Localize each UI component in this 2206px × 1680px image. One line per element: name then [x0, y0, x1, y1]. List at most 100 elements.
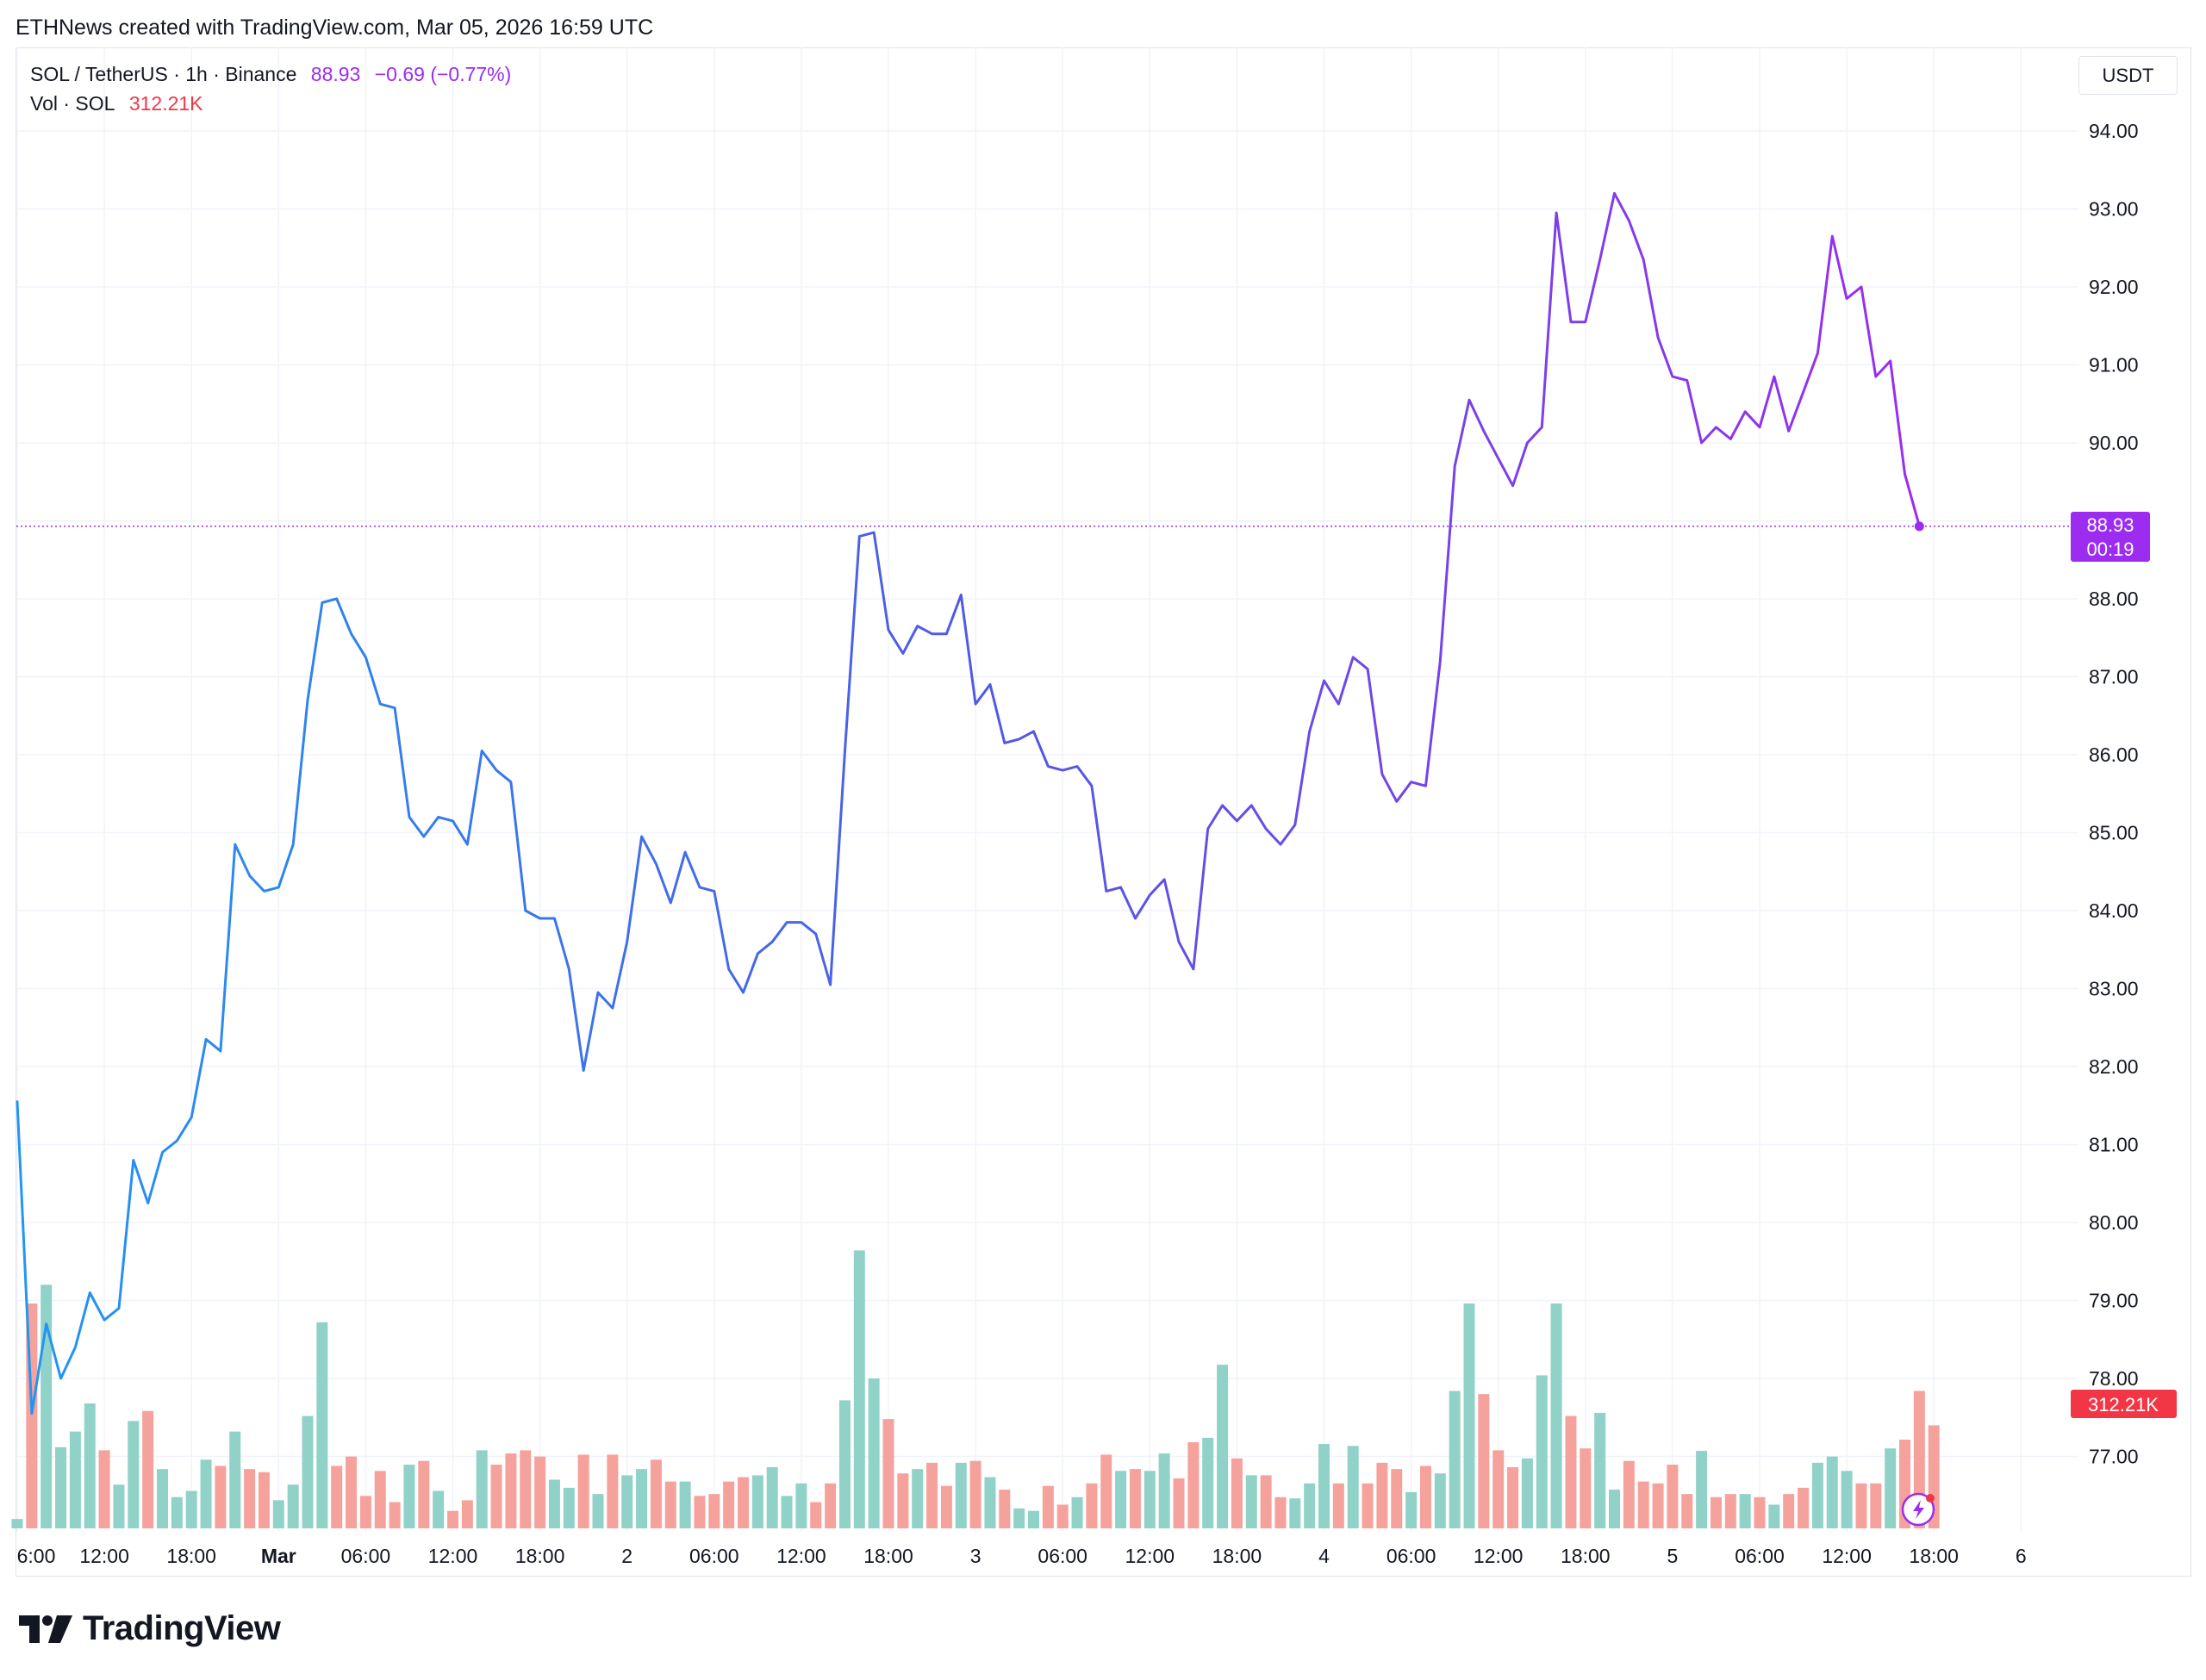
- volume-bar: [1056, 1504, 1069, 1528]
- price-line: [16, 191, 1921, 1416]
- volume-bar: [664, 1481, 676, 1528]
- lightning-icon[interactable]: [1901, 1492, 1935, 1527]
- volume-bar: [316, 1322, 328, 1528]
- volume-bar: [1681, 1494, 1693, 1528]
- currency-button[interactable]: USDT: [2078, 56, 2178, 95]
- y-tick-label: 93.00: [2089, 198, 2139, 221]
- volume-bar: [1144, 1471, 1156, 1528]
- y-tick-label: 84.00: [2089, 899, 2139, 922]
- volume-bar: [157, 1469, 168, 1528]
- volume-bar: [11, 1519, 23, 1528]
- volume-bar: [795, 1483, 807, 1528]
- volume-bar: [374, 1471, 386, 1528]
- volume-bar: [84, 1403, 96, 1528]
- volume-bar: [548, 1479, 560, 1528]
- legend-symbol-row: SOL / TetherUS · 1h · Binance 88.93 −0.6…: [30, 63, 520, 86]
- volume-bar: [534, 1456, 546, 1528]
- volume-bar: [1565, 1416, 1577, 1528]
- volume-bar: [1696, 1451, 1708, 1528]
- volume-bar: [825, 1483, 837, 1528]
- x-tick-label: 12:00: [428, 1545, 478, 1567]
- y-tick-label: 77.00: [2089, 1446, 2139, 1468]
- volume-bar: [1187, 1441, 1200, 1528]
- volume-bar: [1419, 1465, 1431, 1528]
- volume-bar: [1783, 1494, 1795, 1528]
- volume-bar: [1667, 1465, 1679, 1528]
- volume-bar: [1158, 1453, 1170, 1528]
- legend-symbol[interactable]: SOL / TetherUS · 1h · Binance: [30, 63, 297, 85]
- y-tick-label: 94.00: [2089, 120, 2139, 142]
- volume-bar: [1885, 1448, 1897, 1528]
- x-tick-label: 5: [1667, 1545, 1679, 1567]
- volume-bar: [1724, 1494, 1736, 1528]
- volume-bar: [447, 1510, 458, 1528]
- legend-last-price: 88.93: [310, 63, 361, 85]
- volume-bar: [1536, 1375, 1548, 1528]
- volume-bar: [1870, 1483, 1882, 1528]
- volume-bar: [244, 1469, 256, 1528]
- x-tick-label: 06:00: [1038, 1545, 1087, 1567]
- volume-bar: [1580, 1448, 1592, 1528]
- volume-bar: [926, 1462, 938, 1528]
- x-tick-label: Mar: [261, 1545, 296, 1567]
- volume-bar: [1129, 1469, 1141, 1528]
- legend-volume-label[interactable]: Vol · SOL: [30, 92, 115, 115]
- volume-bar: [1289, 1498, 1301, 1528]
- y-tick-label: 82.00: [2089, 1055, 2139, 1078]
- volume-bar: [853, 1250, 865, 1528]
- volume-bar: [98, 1450, 110, 1528]
- volume-bar: [723, 1481, 735, 1528]
- volume-bar: [490, 1465, 502, 1528]
- y-tick-label: 80.00: [2089, 1211, 2139, 1234]
- volume-bar: [41, 1285, 53, 1528]
- volume-bar: [302, 1416, 314, 1528]
- x-tick-label: 06:00: [1387, 1545, 1436, 1567]
- volume-bar: [1304, 1483, 1316, 1528]
- price-axis[interactable]: 94.0093.0092.0091.0090.0089.0088.0087.00…: [2089, 120, 2139, 1468]
- volume-bar: [694, 1496, 706, 1528]
- volume-bar: [607, 1454, 619, 1528]
- volume-bar: [751, 1475, 763, 1528]
- volume-bar: [505, 1453, 517, 1528]
- volume-bar: [359, 1496, 371, 1528]
- price-badge-countdown: 00:19: [2086, 538, 2134, 560]
- x-tick-label: 06:00: [341, 1545, 391, 1567]
- volume-bar: [1550, 1304, 1562, 1528]
- volume-bar: [55, 1447, 67, 1528]
- price-badge-value: 88.93: [2086, 514, 2134, 536]
- x-tick-label: 2: [621, 1545, 633, 1567]
- x-tick-label: 18:00: [515, 1545, 565, 1567]
- volume-bar: [650, 1459, 662, 1528]
- volume-bar: [781, 1496, 793, 1528]
- x-tick-label: 12:00: [79, 1545, 129, 1567]
- volume-bar: [897, 1473, 909, 1528]
- x-tick-label: 12:00: [1125, 1545, 1175, 1567]
- volume-bar: [766, 1466, 778, 1528]
- volume-bar: [577, 1454, 589, 1528]
- volume-bar: [1637, 1481, 1649, 1528]
- volume-bar: [1115, 1471, 1127, 1528]
- y-tick-label: 88.00: [2089, 588, 2139, 610]
- footer-logo[interactable]: TradingView: [19, 1609, 281, 1648]
- y-tick-label: 79.00: [2089, 1290, 2139, 1312]
- volume-bar: [1463, 1304, 1475, 1528]
- volume-bar: [1710, 1496, 1722, 1528]
- volume-bar: [476, 1450, 488, 1528]
- time-axis[interactable]: 6:00 12:00 18:00 Mar 06:00 12:00 18:00 2 06:00 12…: [17, 1545, 2027, 1567]
- volume-bar: [200, 1459, 212, 1528]
- volume-bar: [1855, 1483, 1867, 1528]
- volume-bar: [215, 1465, 227, 1528]
- footer-brand: TradingView: [83, 1609, 281, 1647]
- volume-bar: [229, 1431, 241, 1528]
- volume-bar: [1623, 1460, 1635, 1528]
- volume-bar: [1042, 1485, 1054, 1528]
- volume-bar: [1739, 1494, 1751, 1528]
- volume-bar: [1754, 1496, 1766, 1528]
- y-tick-label: 78.00: [2089, 1367, 2139, 1390]
- volume-bar: [1521, 1458, 1533, 1528]
- volume-bar: [287, 1484, 299, 1528]
- x-tick-label: 4: [1318, 1545, 1330, 1567]
- volume-bar: [272, 1500, 284, 1528]
- volume-bar: [969, 1460, 981, 1528]
